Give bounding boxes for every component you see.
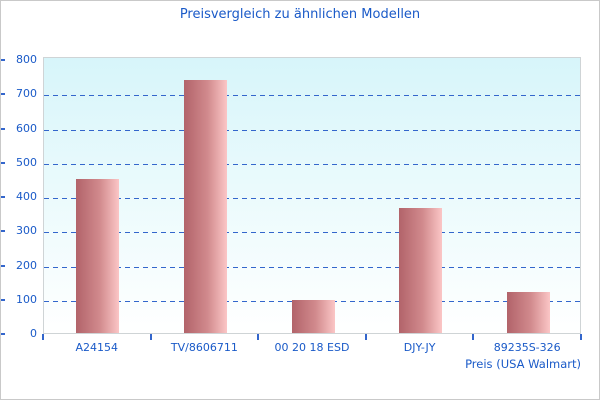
x-category-label: A24154 — [75, 341, 119, 354]
gridline — [44, 266, 580, 268]
y-tick-mark — [1, 127, 5, 130]
y-tick-mark — [1, 298, 5, 301]
bar — [76, 179, 120, 333]
plot-area — [43, 57, 581, 334]
x-category-label: 89235S-326 — [493, 341, 561, 354]
bar — [291, 300, 335, 333]
y-tick-mark — [1, 59, 5, 61]
y-tick-label: 0 — [30, 327, 37, 340]
bar — [399, 208, 443, 333]
chart-title: Preisvergleich zu ähnlichen Modellen — [179, 7, 421, 22]
x-category-label: DJY-JY — [403, 341, 436, 354]
x-tick-mark — [364, 334, 367, 340]
y-tick-label: 500 — [16, 155, 37, 169]
y-tick-label: 200 — [16, 258, 37, 272]
y-tick-mark — [1, 333, 5, 335]
y-tick-mark — [1, 161, 5, 164]
x-tick-mark — [472, 334, 475, 340]
gridline — [44, 198, 580, 199]
y-tick-mark — [1, 93, 5, 96]
y-tick-label: 300 — [16, 224, 37, 238]
x-tick-mark — [580, 334, 582, 340]
bar — [506, 292, 550, 333]
x-tick-mark — [149, 334, 152, 340]
y-tick-mark — [1, 230, 5, 233]
y-tick-label: 700 — [16, 87, 37, 101]
gridline — [44, 163, 580, 165]
gridline — [44, 129, 580, 131]
y-tick-label: 800 — [16, 53, 37, 66]
x-axis-title: Preis (USA Walmart) — [465, 357, 581, 371]
x-tick-mark — [257, 334, 260, 340]
y-tick-mark — [1, 264, 5, 267]
x-tick-mark — [42, 334, 44, 340]
gridline — [44, 232, 580, 234]
y-tick-mark — [1, 196, 5, 198]
x-category-label: TV/8606711 — [170, 341, 238, 354]
y-tick-label: 600 — [16, 121, 37, 135]
y-tick-label: 400 — [16, 190, 37, 203]
gridline — [44, 95, 580, 97]
bar — [183, 80, 227, 333]
y-tick-label: 100 — [16, 292, 37, 306]
x-category-label: 00 20 18 ESD — [274, 341, 350, 354]
